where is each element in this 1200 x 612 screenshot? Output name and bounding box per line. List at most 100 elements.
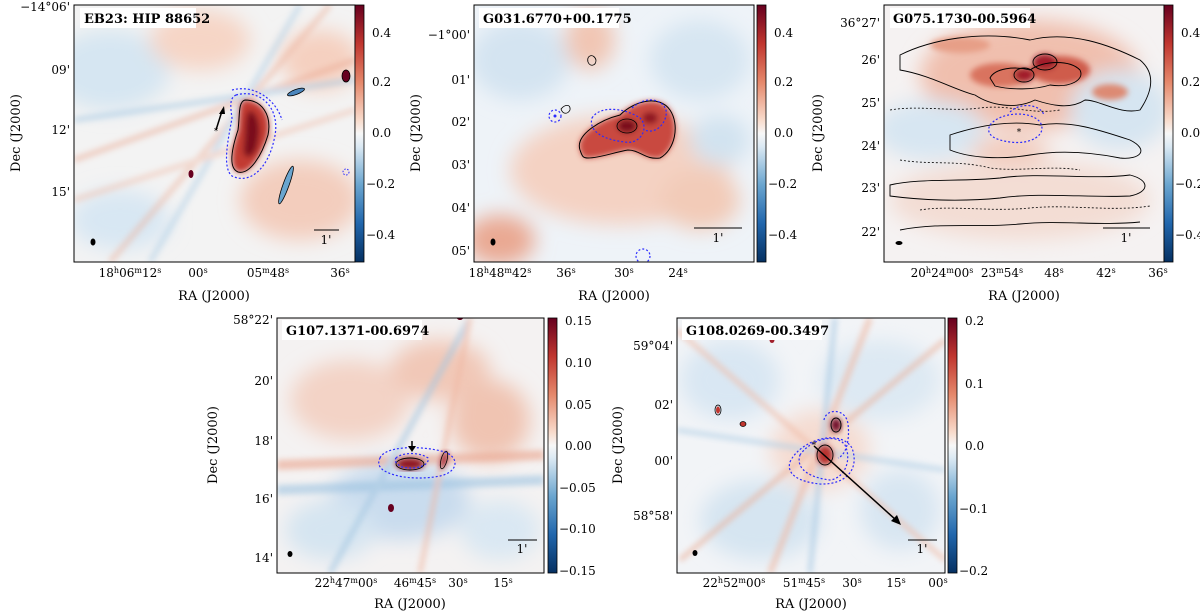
colorbar-tick: −0.4 [366, 228, 396, 242]
colorbar-tick: −0.15 [559, 564, 596, 578]
colorbar-tick: 0.2 [774, 75, 793, 89]
panel-g108: * G108.0269-00.3497 1' 59°04' 02' 00' 58… [611, 314, 988, 612]
x-axis-label: RA (J2000) [578, 289, 650, 304]
panel-title-box [282, 320, 422, 340]
y-tick-label: 20' [254, 374, 273, 388]
y-tick-labels: 58°22' 20' 18' 16' 14' [233, 313, 273, 565]
x-tick-label: 23m54s [981, 266, 1023, 281]
y-tick-labels: 59°04' 02' 00' 58°58' [633, 339, 673, 523]
scalebar-label: 1' [321, 233, 332, 247]
scalebar-label: 1' [713, 231, 724, 245]
colorbar-tick: 0.0 [372, 126, 391, 140]
y-tick-label: −1°00' [428, 28, 470, 42]
map-image [474, 5, 754, 262]
colorbar-tick: 0.0 [774, 126, 793, 140]
y-tick-label: 04' [451, 201, 470, 215]
colorbar-tick: −0.05 [559, 481, 596, 495]
colorbar-tick: −0.4 [1175, 228, 1200, 242]
x-tick-label: 30s [614, 266, 633, 281]
y-tick-label: 16' [254, 492, 273, 506]
colorbar-tick: −0.4 [768, 228, 798, 242]
x-tick-label: 36s [330, 266, 349, 281]
svg-text:*: * [214, 127, 218, 136]
panel-title: G108.0269-00.3497 [686, 324, 829, 339]
y-axis-label: Dec (J2000) [811, 94, 826, 172]
colorbar-tick: −0.2 [1175, 177, 1200, 191]
colorbar: 0.4 0.2 0.0 −0.2 −0.4 [756, 4, 798, 263]
panel-title-box [682, 320, 822, 340]
x-tick-labels: 18h06m12s 00s 05m48s 36s [99, 266, 350, 281]
x-axis-label: RA (J2000) [374, 597, 446, 612]
y-tick-label: 14' [254, 551, 273, 565]
colorbar-tick: −0.10 [559, 522, 596, 536]
panel-title-box [890, 8, 1030, 28]
y-tick-label: 36°27' [840, 16, 880, 30]
x-tick-labels: 18h48m42s 36s 30s 24s [469, 266, 688, 281]
map-image: * [677, 318, 945, 573]
colorbar-tick: 0.00 [565, 439, 592, 453]
colorbar-tick: 0.4 [1181, 26, 1200, 40]
scalebar-label: 1' [917, 542, 928, 556]
colorbar-tick: 0.0 [1181, 126, 1200, 140]
panel-g075: * G075.1730-00.5964 1' 36°27' 26' 25' 24… [811, 4, 1200, 304]
colorbar: 0.2 0.1 0.0 −0.1 −0.2 [947, 314, 988, 578]
panel-title: G107.1371-00.6974 [286, 324, 429, 339]
scalebar-label: 1' [517, 542, 528, 556]
y-tick-label: 12' [51, 123, 70, 137]
colorbar-tick: 0.4 [774, 26, 793, 40]
colorbar-tick: 0.10 [565, 356, 592, 370]
colorbar: 0.4 0.2 0.0 −0.2 −0.4 [1163, 4, 1200, 263]
panel-eb23: * EB23: HIP 88652 1' −14°06' 09' 12' 15'… [9, 0, 396, 304]
y-tick-labels: −1°00' 01' 02' 03' 04' 05' [428, 28, 470, 258]
colorbar-tick: 0.0 [965, 439, 984, 453]
x-axis-label: RA (J2000) [775, 597, 847, 612]
x-tick-label: 22h47m00s [315, 576, 378, 591]
svg-text:*: * [812, 441, 817, 451]
y-tick-label: 15' [51, 185, 70, 199]
colorbar-tick: −0.2 [366, 177, 395, 191]
y-tick-label: 05' [451, 244, 470, 258]
x-tick-label: 51m45s [783, 576, 825, 591]
panel-title: G075.1730-00.5964 [893, 12, 1036, 27]
x-axis-label: RA (J2000) [178, 289, 250, 304]
svg-text:*: * [1017, 128, 1022, 138]
x-tick-label: 20h24m00s [911, 266, 974, 281]
y-axis-label: Dec (J2000) [611, 406, 626, 484]
panel-g107: G107.1371-00.6974 1' 58°22' 20' 18' 16' … [206, 313, 596, 612]
y-tick-label: 26' [861, 53, 880, 67]
x-tick-label: 18h48m42s [469, 266, 532, 281]
colorbar-tick: −0.1 [959, 502, 988, 516]
y-tick-label: 25' [861, 96, 880, 110]
panel-g031: G031.6770+00.1775 1' −1°00' 01' 02' 03' … [409, 4, 798, 304]
x-tick-label: 00s [188, 266, 207, 281]
scalebar-label: 1' [1121, 231, 1132, 245]
y-tick-label: 03' [451, 158, 470, 172]
y-tick-label: 09' [51, 63, 70, 77]
colorbar-tick: 0.4 [372, 26, 391, 40]
colorbar-tick: 0.05 [565, 398, 592, 412]
y-tick-label: 58°22' [233, 313, 273, 327]
colorbar-tick: −0.2 [959, 564, 988, 578]
x-tick-label: 05m48s [247, 266, 289, 281]
colorbar-tick: 0.2 [372, 75, 391, 89]
y-tick-label: −14°06' [20, 0, 70, 14]
y-tick-label: 01' [451, 73, 470, 87]
y-tick-label: 58°58' [633, 509, 673, 523]
map-image: * [74, 5, 355, 262]
colorbar-tick: 0.1 [965, 377, 984, 391]
x-tick-label: 22h52m00s [703, 576, 766, 591]
x-tick-label: 15s [886, 576, 905, 591]
x-tick-label: 48s [1044, 266, 1063, 281]
y-tick-labels: −14°06' 09' 12' 15' [20, 0, 70, 199]
x-tick-label: 42s [1096, 266, 1115, 281]
y-tick-label: 22' [861, 225, 880, 239]
x-tick-label: 46m45s [394, 576, 436, 591]
x-tick-label: 30s [448, 576, 467, 591]
colorbar-tick: −0.2 [768, 177, 797, 191]
x-tick-label: 00s [928, 576, 947, 591]
colorbar: 0.4 0.2 0.0 −0.2 −0.4 [354, 4, 396, 263]
y-tick-label: 23' [861, 181, 880, 195]
y-tick-label: 02' [451, 115, 470, 129]
panel-title: G031.6770+00.1775 [483, 12, 632, 27]
